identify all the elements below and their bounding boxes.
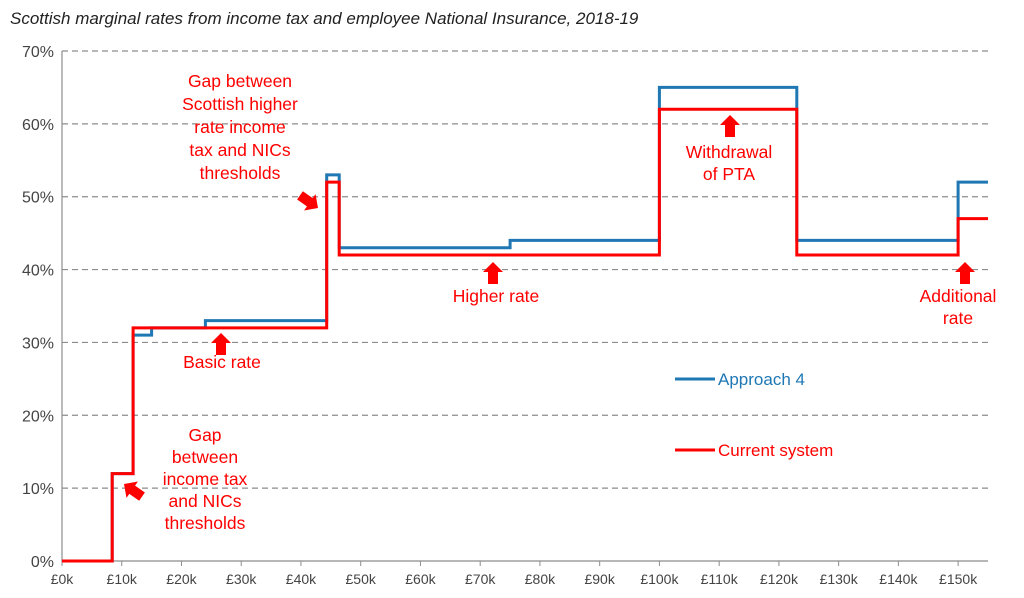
x-tick-label: £90k [584,571,615,587]
y-tick-label: 30% [22,335,54,352]
x-tick-label: £0k [51,571,75,587]
annotation-line: of PTA [703,164,756,184]
x-tick-label: £100k [640,571,679,587]
x-tick-label: £80k [525,571,556,587]
y-tick-labels: 0% 10% 20% 30% 40% 50% 60% 70% [22,44,54,571]
x-tick-label: £70k [465,571,496,587]
nics-gap-arrow [124,481,145,501]
annotation-line: rate [943,308,973,328]
additional-rate-arrow [955,262,975,284]
x-tick-label: £30k [226,571,257,587]
annotation-6: Additional rate [920,286,997,328]
x-tick-label: £150k [939,571,978,587]
x-tick-label: £140k [879,571,918,587]
y-tick-label: 10% [22,481,54,498]
annotation-line: income tax [163,469,248,489]
annotation-line: thresholds [165,513,246,533]
annotation-line: rate income [194,117,285,137]
legend: Approach 4 Current system [675,370,833,460]
annotation-4: Higher rate [453,286,540,306]
annotation-2: Basic rate [183,352,261,372]
annotation-line: Basic rate [183,352,261,372]
higher-rate-arrow [483,262,503,284]
x-tick-label: £110k [701,571,739,587]
x-tick-label: £40k [286,571,317,587]
annotation-line: between [172,447,238,467]
basic-rate-arrow [211,333,231,355]
legend-label: Approach 4 [718,370,805,389]
x-tick-label: £130k [820,571,859,587]
series-line-current-system [62,107,988,563]
annotation-5: Withdrawal of PTA [686,142,773,184]
annotation-line: Higher rate [453,286,540,306]
annotation-line: Additional [920,286,997,306]
x-tick-labels: £0k £10k £20k £30k £40k £50k £60k £70k £80k £90k £… [51,571,978,587]
annotation-line: tax and NICs [189,140,290,160]
annotation-line: and NICs [169,491,242,511]
y-tick-label: 60% [22,117,54,134]
y-tick-label: 20% [22,408,54,425]
annotation-line: Gap [188,425,221,445]
chart-title: Scottish marginal rates from income tax … [10,9,639,28]
withdrawal-arrow [720,115,740,137]
x-tick-label: £120k [760,571,799,587]
x-tick-label: £50k [346,571,377,587]
annotation-1: Gap between income tax and NICs thresholds [163,425,248,533]
annotations: Gap between income tax and NICs thresholdsBa… [163,71,997,533]
annotation-line: Withdrawal [686,142,773,162]
higher-gap-arrow [297,191,318,211]
y-tick-label: 50% [22,190,54,207]
x-tick-label: £60k [405,571,436,587]
y-tick-label: 70% [22,44,54,61]
x-tick-label: £20k [166,571,197,587]
annotation-line: Scottish higher [182,94,298,114]
series-lines [62,85,988,563]
y-tick-label: 0% [31,554,54,571]
y-tick-label: 40% [22,263,54,280]
axes [61,51,988,566]
annotation-line: Gap between [188,71,292,91]
annotation-arrows [124,115,975,501]
annotation-3: Gap between Scottish higher rate income tax… [182,71,298,183]
x-tick-label: £10k [107,571,138,587]
legend-label: Current system [718,441,833,460]
annotation-line: thresholds [200,163,281,183]
